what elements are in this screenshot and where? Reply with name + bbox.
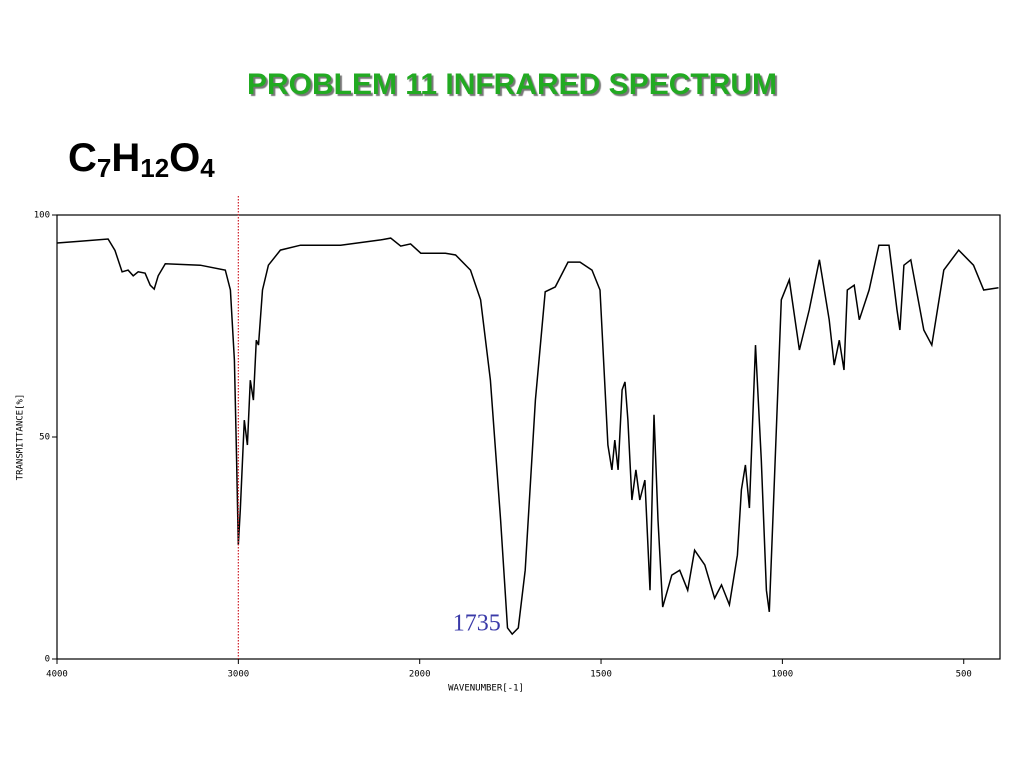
formula-element: H	[111, 136, 140, 180]
formula: C7H12O4	[68, 136, 215, 183]
x-tick-label: 1000	[772, 670, 794, 680]
chart-title: PROBLEM 11 INFRARED SPECTRUM	[247, 68, 777, 101]
x-tick-label: 500	[956, 670, 972, 680]
spectrum-line	[56, 237, 999, 636]
x-tick-label: 3000	[228, 670, 250, 680]
x-axis-label: WAVENUMBER[-1]	[448, 684, 524, 694]
x-tick-label: 1500	[590, 670, 612, 680]
formula-element: C	[68, 136, 97, 180]
peak-annotation: 1735	[453, 611, 501, 637]
y-tick-label: 50	[39, 433, 50, 443]
x-tick-label: 2000	[409, 670, 431, 680]
formula-element: O	[169, 136, 200, 180]
formula-subscript: 7	[97, 153, 111, 183]
formula-subscript: 4	[200, 153, 215, 183]
y-tick-label: 100	[34, 211, 50, 221]
x-tick-label: 4000	[46, 670, 68, 680]
y-tick-label: 0	[45, 655, 50, 665]
plot-frame	[56, 214, 1001, 660]
formula-subscript: 12	[140, 153, 169, 183]
y-axis-label: TRANSMITTANCE[%]	[16, 394, 26, 481]
